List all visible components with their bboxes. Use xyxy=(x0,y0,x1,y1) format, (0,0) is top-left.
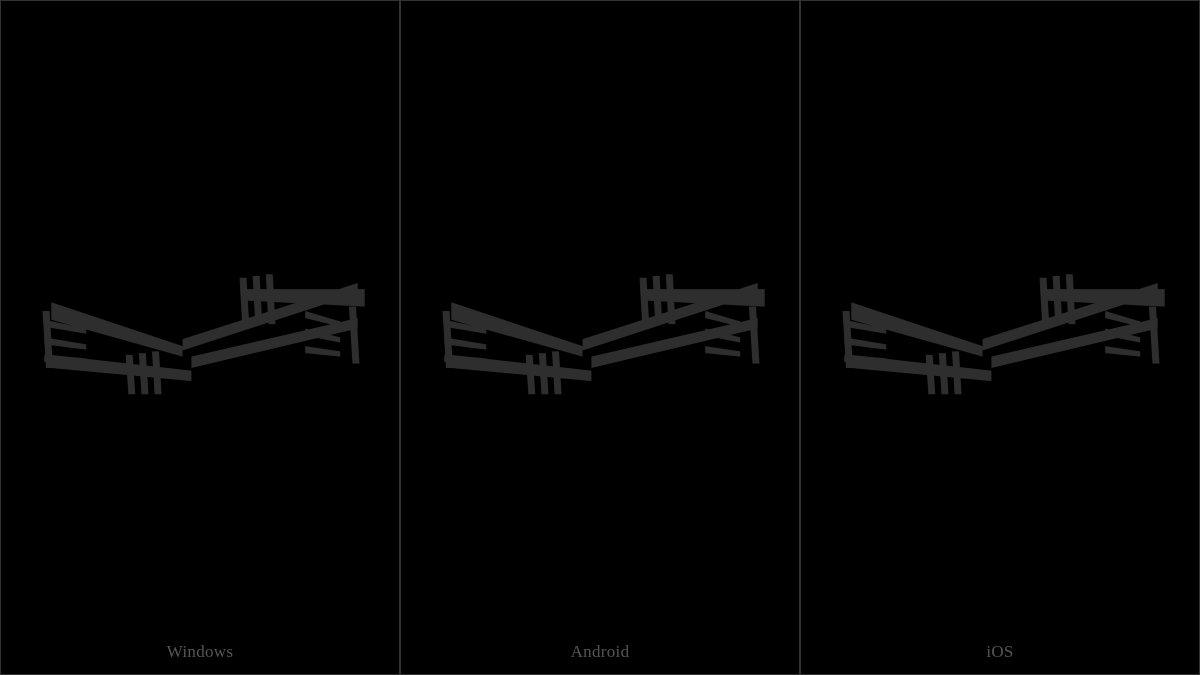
glyph-panel-ios: iOS xyxy=(800,0,1200,675)
glyph-container xyxy=(1,1,399,674)
glyph-container xyxy=(401,1,799,674)
glyph-container xyxy=(801,1,1199,674)
platform-label-android: Android xyxy=(401,642,799,662)
glyph-panel-android: Android xyxy=(400,0,800,675)
cuneiform-glyph-icon xyxy=(425,241,775,434)
platform-label-windows: Windows xyxy=(1,642,399,662)
platform-label-ios: iOS xyxy=(801,642,1199,662)
cuneiform-glyph-icon xyxy=(25,241,375,434)
glyph-panel-windows: Windows xyxy=(0,0,400,675)
cuneiform-glyph-icon xyxy=(825,241,1175,434)
